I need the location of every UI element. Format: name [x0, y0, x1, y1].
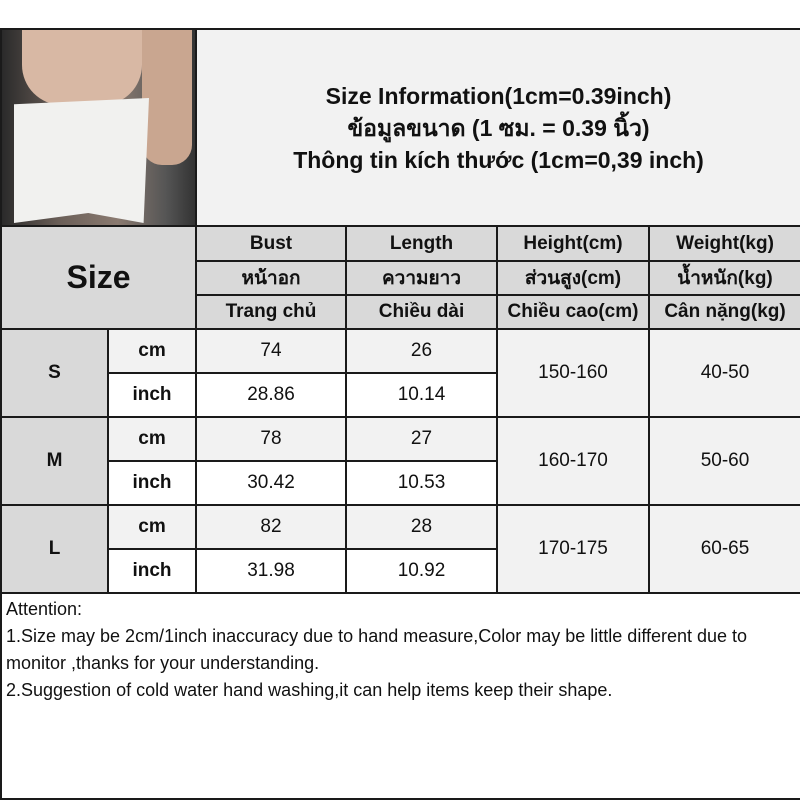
- table-row: M cm 78 27 160-170 50-60: [0, 416, 800, 506]
- length-cm: 28: [345, 504, 498, 550]
- weight-range: 50-60: [647, 416, 800, 506]
- title-cell: Size Information(1cm=0.39inch) ข้อมูลขนา…: [194, 28, 800, 227]
- height-range: 150-160: [496, 328, 650, 418]
- table-row: inch 30.42 10.53: [1, 460, 800, 506]
- length-inch: 10.92: [345, 548, 498, 594]
- header-bust-vi: Trang chủ: [195, 294, 347, 330]
- table-row: S cm 74 26 150-160 40-50: [0, 328, 800, 418]
- attention-heading: Attention:: [6, 599, 83, 619]
- size-letter: L: [0, 504, 109, 594]
- unit-cm: cm: [107, 416, 197, 462]
- header-weight-vi: Cân nặng(kg): [647, 294, 800, 330]
- header-bust-th: หน้าอก: [195, 260, 347, 296]
- size-table: Size Information(1cm=0.39inch) ข้อมูลขนา…: [0, 28, 800, 800]
- title-thai: ข้อมูลขนาด (1 ซม. = 0.39 นิ้ว): [347, 114, 650, 141]
- unit-inch: inch: [107, 372, 197, 418]
- attention-note-1: 1.Size may be 2cm/1inch inaccuracy due t…: [6, 626, 748, 673]
- header-length: Length: [345, 225, 498, 262]
- unit-inch: inch: [107, 548, 197, 594]
- attention-note-2: 2.Suggestion of cold water hand washing,…: [6, 680, 613, 700]
- weight-range: 60-65: [647, 504, 800, 594]
- length-cm: 26: [345, 328, 498, 374]
- bust-cm: 78: [195, 416, 347, 462]
- size-letter: S: [0, 328, 109, 418]
- unit-cm: cm: [107, 504, 197, 550]
- title-vietnamese: Thông tin kích thước (1cm=0,39 inch): [293, 146, 704, 173]
- size-chart: Size Information(1cm=0.39inch) ข้อมูลขนา…: [0, 28, 800, 800]
- table-row: inch 28.86 10.14: [1, 372, 800, 418]
- height-range: 160-170: [496, 416, 650, 506]
- length-inch: 10.53: [345, 460, 498, 506]
- unit-inch: inch: [107, 460, 197, 506]
- bust-inch: 28.86: [195, 372, 347, 418]
- size-letter: M: [0, 416, 109, 506]
- bust-cm: 82: [195, 504, 347, 550]
- header-length-th: ความยาว: [345, 260, 498, 296]
- height-range: 170-175: [496, 504, 650, 594]
- length-cm: 27: [345, 416, 498, 462]
- header-bust: Bust: [195, 225, 347, 262]
- product-photo: [0, 28, 197, 227]
- bust-inch: 30.42: [195, 460, 347, 506]
- header-length-vi: Chiều dài: [345, 294, 498, 330]
- header-weight-th: น้ำหนัก(kg): [647, 260, 800, 296]
- header-height-vi: Chiều cao(cm): [496, 294, 650, 330]
- weight-range: 40-50: [647, 328, 800, 418]
- title-english: Size Information(1cm=0.39inch): [325, 82, 672, 109]
- unit-cm: cm: [107, 328, 197, 374]
- header-height-th: ส่วนสูง(cm): [496, 260, 650, 296]
- attention-notes: Attention: 1.Size may be 2cm/1inch inacc…: [0, 592, 800, 800]
- header-weight: Weight(kg): [647, 225, 800, 262]
- table-row: L cm 82 28 170-175 60-65: [0, 504, 800, 594]
- table-row: inch 31.98 10.92: [1, 548, 800, 594]
- bust-cm: 74: [195, 328, 347, 374]
- length-inch: 10.14: [345, 372, 498, 418]
- header-height: Height(cm): [496, 225, 650, 262]
- size-header: Size: [0, 225, 197, 330]
- bust-inch: 31.98: [195, 548, 347, 594]
